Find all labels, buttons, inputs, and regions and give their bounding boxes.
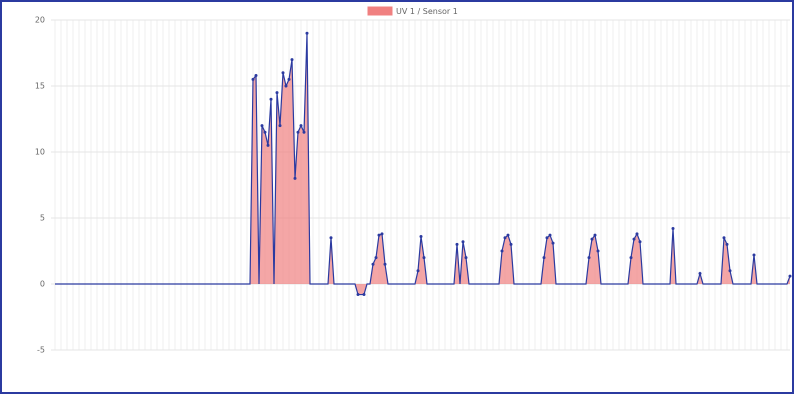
- point: [293, 176, 297, 180]
- point: [260, 124, 264, 128]
- point: [542, 256, 546, 260]
- point: [698, 271, 702, 275]
- legend-label: UV 1 / Sensor 1: [396, 7, 458, 16]
- point: [371, 262, 375, 266]
- point: [290, 58, 294, 62]
- point: [722, 236, 726, 240]
- point: [638, 240, 642, 244]
- point: [464, 256, 468, 260]
- point: [362, 293, 366, 297]
- point: [377, 233, 381, 237]
- point: [725, 242, 729, 246]
- area-fill: [55, 33, 790, 295]
- point: [506, 233, 510, 237]
- point: [752, 253, 756, 257]
- point: [305, 31, 309, 35]
- point: [302, 130, 306, 134]
- point: [383, 262, 387, 266]
- point: [299, 124, 303, 128]
- point: [356, 293, 360, 297]
- point: [635, 232, 639, 236]
- point: [416, 269, 420, 273]
- point: [728, 269, 732, 273]
- point: [596, 249, 600, 253]
- point: [455, 242, 459, 246]
- point: [374, 256, 378, 260]
- y-tick-label: -5: [37, 346, 45, 355]
- point: [788, 274, 792, 278]
- line: [55, 33, 791, 296]
- point: [500, 249, 504, 253]
- point: [503, 236, 507, 240]
- point: [284, 84, 288, 88]
- point: [509, 242, 513, 246]
- point: [329, 236, 333, 240]
- point: [545, 236, 549, 240]
- y-tick-label: 10: [35, 148, 45, 157]
- point: [422, 256, 426, 260]
- point: [269, 97, 273, 101]
- point: [590, 237, 594, 241]
- point: [263, 130, 267, 134]
- point: [380, 232, 384, 236]
- point: [266, 143, 270, 147]
- point: [587, 256, 591, 260]
- point: [671, 227, 675, 231]
- point: [281, 71, 285, 75]
- point: [593, 233, 597, 237]
- point: [548, 233, 552, 237]
- point: [629, 256, 633, 260]
- y-tick-label: 5: [40, 214, 45, 223]
- point: [251, 77, 255, 81]
- point: [296, 130, 300, 134]
- point: [278, 124, 282, 128]
- point: [632, 237, 636, 241]
- point: [551, 241, 555, 245]
- point: [287, 77, 291, 81]
- legend-swatch: [367, 6, 393, 16]
- y-tick-label: 20: [35, 16, 45, 25]
- y-tick-label: 15: [35, 82, 45, 91]
- point: [254, 73, 258, 77]
- y-tick-label: 0: [40, 280, 45, 289]
- point: [461, 240, 465, 244]
- point: [419, 234, 423, 238]
- point: [275, 91, 279, 95]
